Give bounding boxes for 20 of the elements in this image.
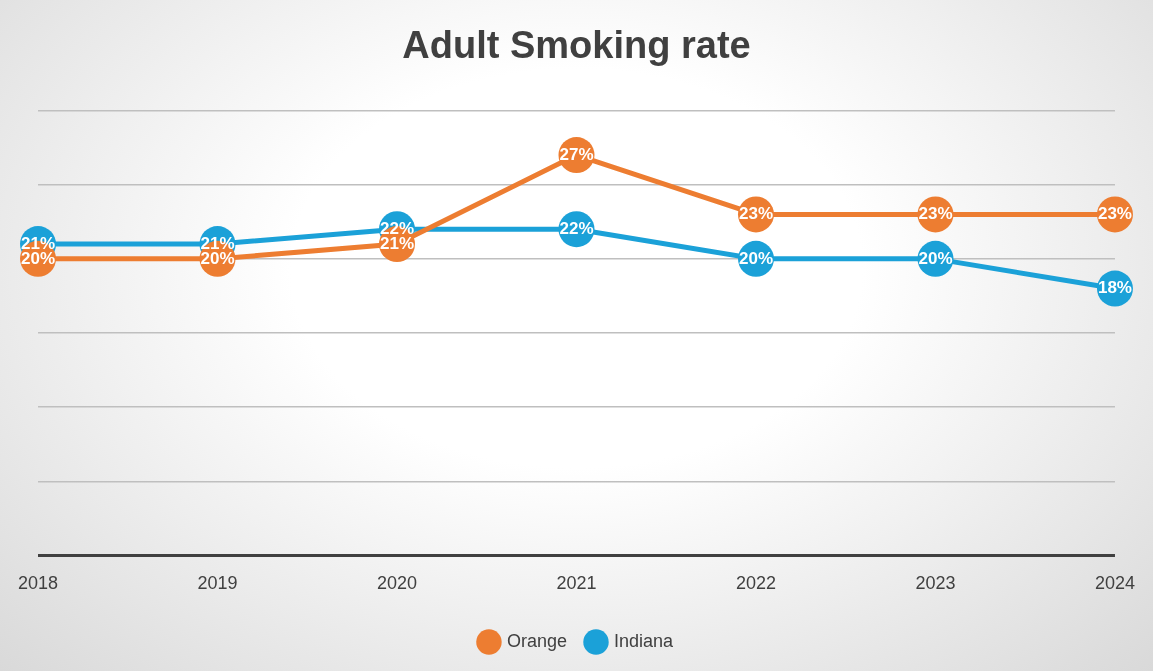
- x-tick-label: 2019: [197, 573, 238, 594]
- data-label: 23%: [918, 204, 953, 224]
- x-tick-label: 2018: [18, 573, 59, 594]
- x-tick-label: 2022: [735, 573, 777, 594]
- data-label: 22%: [559, 218, 594, 238]
- data-label: 18%: [1097, 278, 1132, 298]
- x-tick-label: 2024: [1094, 573, 1135, 594]
- x-tick-label: 2021: [556, 573, 597, 594]
- x-tick-label: 2023: [915, 573, 956, 594]
- data-label: 27%: [559, 144, 594, 164]
- data-label: 20%: [918, 248, 953, 268]
- legend-label: Orange: [506, 630, 567, 651]
- x-tick-label: 2020: [376, 573, 418, 594]
- data-label: 20%: [21, 248, 56, 268]
- data-label: 23%: [738, 204, 774, 224]
- data-label: 23%: [1097, 204, 1132, 224]
- data-label: 20%: [200, 248, 235, 268]
- data-label: 20%: [738, 248, 774, 268]
- legend-label: Indiana: [613, 630, 675, 651]
- chart-title: Adult Smoking rate: [402, 24, 751, 67]
